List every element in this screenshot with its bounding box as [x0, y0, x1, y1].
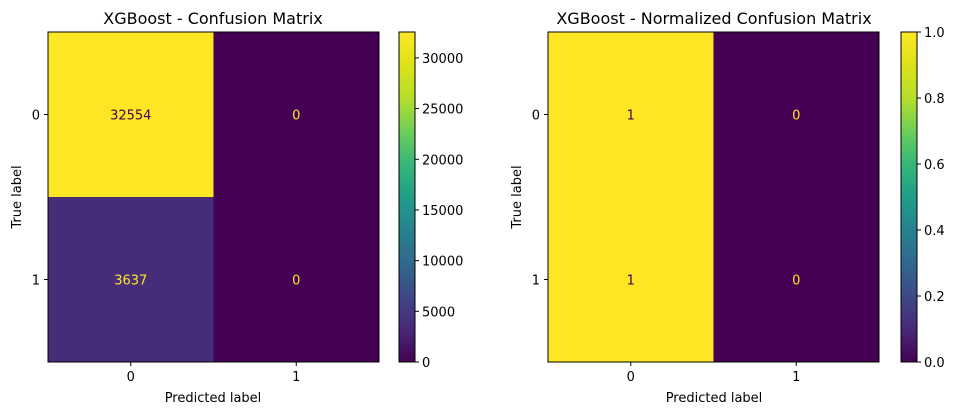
confusion-matrix-panel: XGBoost - Confusion Matrix 32554 0 3637 0 0…	[10, 9, 463, 406]
x-tick-label: 0	[627, 370, 635, 385]
x-tick-label: 1	[792, 370, 800, 385]
heatmap-cell	[548, 197, 714, 363]
colorbar-tick-label: 30000	[422, 52, 463, 67]
x-tick-label: 0	[127, 370, 135, 385]
heatmap-cell	[48, 197, 214, 363]
y-tick-label: 0	[532, 109, 540, 124]
cell-value-label: 0	[792, 274, 800, 289]
x-axis-label: Predicted label	[666, 391, 763, 406]
plot-frame	[547, 31, 880, 363]
colorbar	[900, 31, 918, 363]
colorbar-tick-label: 0.2	[924, 290, 945, 305]
chart-title: XGBoost - Confusion Matrix	[103, 9, 323, 28]
x-axis-label: Predicted label	[165, 391, 262, 406]
y-tick-label: 0	[32, 109, 40, 124]
colorbar-tick-label: 0.4	[924, 224, 945, 239]
y-axis-label: True label	[510, 165, 525, 229]
cell-value-label: 3637	[114, 274, 147, 289]
heatmap-cells: 32554 0 3637 0	[48, 32, 380, 363]
colorbar-tick-label: 1.0	[924, 26, 945, 41]
heatmap-cell	[548, 32, 714, 198]
y-tick-label: 1	[32, 274, 40, 289]
colorbar-tick-label: 0.0	[924, 356, 945, 371]
heatmap-cell	[713, 32, 880, 198]
colorbar	[398, 31, 416, 363]
colorbar-tick-label: 15000	[422, 204, 463, 219]
y-tick-label: 1	[532, 274, 540, 289]
colorbar-tick-label: 0	[422, 356, 430, 371]
cell-value-label: 0	[292, 109, 300, 124]
cell-value-label: 0	[792, 109, 800, 124]
y-axis-label: True label	[10, 165, 25, 229]
chart-title: XGBoost - Normalized Confusion Matrix	[556, 9, 871, 28]
colorbar-tick-label: 25000	[422, 103, 463, 118]
heatmap-cell	[213, 197, 380, 363]
heatmap-cell	[213, 32, 380, 198]
colorbar-tick-group: 0 5000 10000 15000 20000 25000 30000	[415, 52, 463, 371]
cell-value-label: 1	[627, 109, 635, 124]
y-tick-group: 01	[32, 109, 48, 289]
plot-frame	[47, 31, 380, 363]
x-tick-label: 1	[292, 370, 300, 385]
colorbar-tick-label: 20000	[422, 153, 463, 168]
colorbar-tick-label: 5000	[422, 305, 455, 320]
cell-value-label: 1	[627, 274, 635, 289]
y-tick-group: 01	[532, 109, 548, 289]
colorbar-tick-group: 0.0 0.2 0.4 0.6 0.8 1.0	[917, 26, 945, 371]
colorbar-tick-label: 0.8	[924, 92, 945, 107]
cell-value-label: 0	[292, 274, 300, 289]
colorbar-tick-label: 10000	[422, 255, 463, 270]
heatmap-cell	[713, 197, 880, 363]
heatmap-cells: 1 0 1 0	[548, 32, 880, 363]
heatmap-cell	[48, 32, 214, 198]
cell-value-label: 32554	[110, 109, 151, 124]
colorbar-tick-label: 0.6	[924, 158, 945, 173]
